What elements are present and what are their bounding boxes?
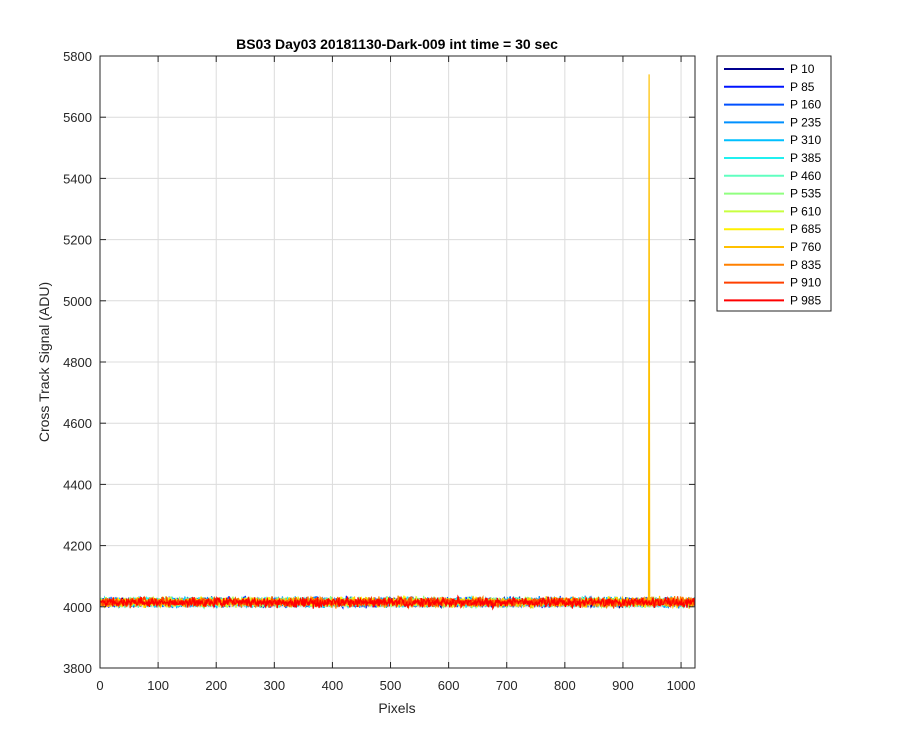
y-tick-label: 5200 bbox=[63, 233, 92, 248]
grid-lines bbox=[100, 56, 695, 668]
y-tick-label: 4600 bbox=[63, 416, 92, 431]
y-tick-label: 4800 bbox=[63, 355, 92, 370]
legend-label: P 385 bbox=[790, 151, 821, 165]
legend-label: P 835 bbox=[790, 258, 821, 272]
y-tick-label: 5000 bbox=[63, 294, 92, 309]
x-tick-label: 300 bbox=[263, 678, 285, 693]
axis-ticks: 0 100 200 300 400 500 600 700 800 900 1000 3800 4000… bbox=[63, 49, 695, 693]
y-tick-label: 3800 bbox=[63, 661, 92, 676]
x-tick-label: 400 bbox=[322, 678, 344, 693]
legend-label: P 310 bbox=[790, 133, 821, 147]
x-tick-label: 200 bbox=[205, 678, 227, 693]
y-tick-label: 5600 bbox=[63, 110, 92, 125]
x-axis-label: Pixels bbox=[378, 700, 415, 716]
legend-label: P 85 bbox=[790, 80, 815, 94]
y-tick-label: 4200 bbox=[63, 539, 92, 554]
legend-label: P 535 bbox=[790, 187, 821, 201]
y-axis-label: Cross Track Signal (ADU) bbox=[36, 282, 52, 442]
y-tick-label: 5800 bbox=[63, 49, 92, 64]
x-tick-label: 500 bbox=[380, 678, 402, 693]
x-tick-label: 100 bbox=[147, 678, 169, 693]
x-tick-label: 900 bbox=[612, 678, 634, 693]
chart-title: BS03 Day03 20181130-Dark-009 int time = … bbox=[236, 36, 558, 52]
x-tick-label: 600 bbox=[438, 678, 460, 693]
y-tick-label: 4400 bbox=[63, 477, 92, 492]
legend-label: P 760 bbox=[790, 240, 821, 254]
x-tick-label: 0 bbox=[96, 678, 103, 693]
legend-box bbox=[716, 55, 832, 312]
series-layer bbox=[100, 74, 695, 611]
series-line-p985 bbox=[100, 594, 695, 611]
legend-label: P 460 bbox=[790, 169, 821, 183]
legend-label: P 910 bbox=[790, 276, 821, 290]
legend-label: P 610 bbox=[790, 204, 821, 218]
x-tick-label: 700 bbox=[496, 678, 518, 693]
y-tick-label: 5400 bbox=[63, 171, 92, 186]
y-tick-label: 4000 bbox=[63, 600, 92, 615]
legend-label: P 985 bbox=[790, 293, 821, 307]
legend-label: P 10 bbox=[790, 62, 815, 76]
legend: P 10 P 85 P 160 P 235 P 310 P 385 P 460 P 535 P … bbox=[716, 55, 832, 312]
x-tick-label: 1000 bbox=[667, 678, 696, 693]
legend-label: P 160 bbox=[790, 98, 821, 112]
legend-label: P 235 bbox=[790, 115, 821, 129]
x-tick-label: 800 bbox=[554, 678, 576, 693]
legend-label: P 685 bbox=[790, 222, 821, 236]
